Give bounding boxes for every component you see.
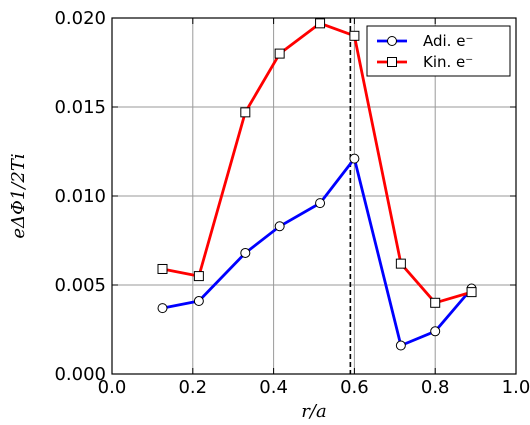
data-point bbox=[430, 297, 441, 308]
data-point bbox=[430, 326, 441, 337]
x-tick-label: 1.0 bbox=[502, 377, 530, 398]
legend-label: Kin. e⁻ bbox=[423, 53, 473, 71]
data-point bbox=[240, 107, 251, 118]
x-axis-label: r/a bbox=[301, 401, 326, 422]
data-point bbox=[315, 18, 326, 29]
legend-marker bbox=[387, 57, 397, 67]
y-tick-labels: 0.000 0.005 0.010 0.015 0.020 bbox=[54, 8, 106, 385]
x-tick-label: 0.6 bbox=[340, 377, 369, 398]
data-point bbox=[466, 287, 477, 298]
y-tick-label: 0.000 bbox=[54, 364, 106, 385]
x-tick-label: 0.8 bbox=[421, 377, 450, 398]
data-point bbox=[395, 340, 406, 351]
data-point bbox=[315, 198, 326, 209]
data-point bbox=[193, 271, 204, 282]
y-axis-label: eΔΦ1/2Ti bbox=[8, 153, 29, 238]
x-tick-label: 0.2 bbox=[178, 377, 207, 398]
x-tick-label: 0.0 bbox=[98, 377, 127, 398]
x-tick-label: 0.4 bbox=[259, 377, 288, 398]
data-point bbox=[193, 296, 204, 307]
data-point bbox=[274, 48, 285, 59]
data-point bbox=[349, 153, 360, 164]
y-tick-label: 0.015 bbox=[54, 97, 106, 118]
series-1 bbox=[157, 18, 477, 308]
legend: Adi. e⁻ Kin. e⁻ bbox=[366, 25, 511, 77]
y-tick-label: 0.005 bbox=[54, 275, 106, 296]
legend-entries: Adi. e⁻ Kin. e⁻ bbox=[377, 32, 473, 71]
series-layer bbox=[157, 18, 477, 351]
data-point bbox=[349, 30, 360, 41]
data-point bbox=[240, 247, 251, 258]
series-line bbox=[162, 157, 473, 347]
data-point bbox=[157, 303, 168, 314]
data-point bbox=[274, 221, 285, 232]
tick-marks bbox=[111, 17, 517, 375]
legend-entry: Adi. e⁻ bbox=[377, 32, 473, 50]
legend-marker bbox=[387, 36, 397, 46]
legend-entry: Kin. e⁻ bbox=[377, 53, 473, 71]
legend-label: Adi. e⁻ bbox=[423, 32, 473, 50]
y-tick-label: 0.010 bbox=[54, 186, 106, 207]
data-point bbox=[395, 258, 406, 269]
y-tick-label: 0.020 bbox=[54, 8, 106, 29]
data-point bbox=[157, 263, 168, 274]
legend-box bbox=[366, 25, 511, 77]
x-tick-labels: 0.0 0.2 0.4 0.6 0.8 1.0 bbox=[98, 377, 530, 398]
